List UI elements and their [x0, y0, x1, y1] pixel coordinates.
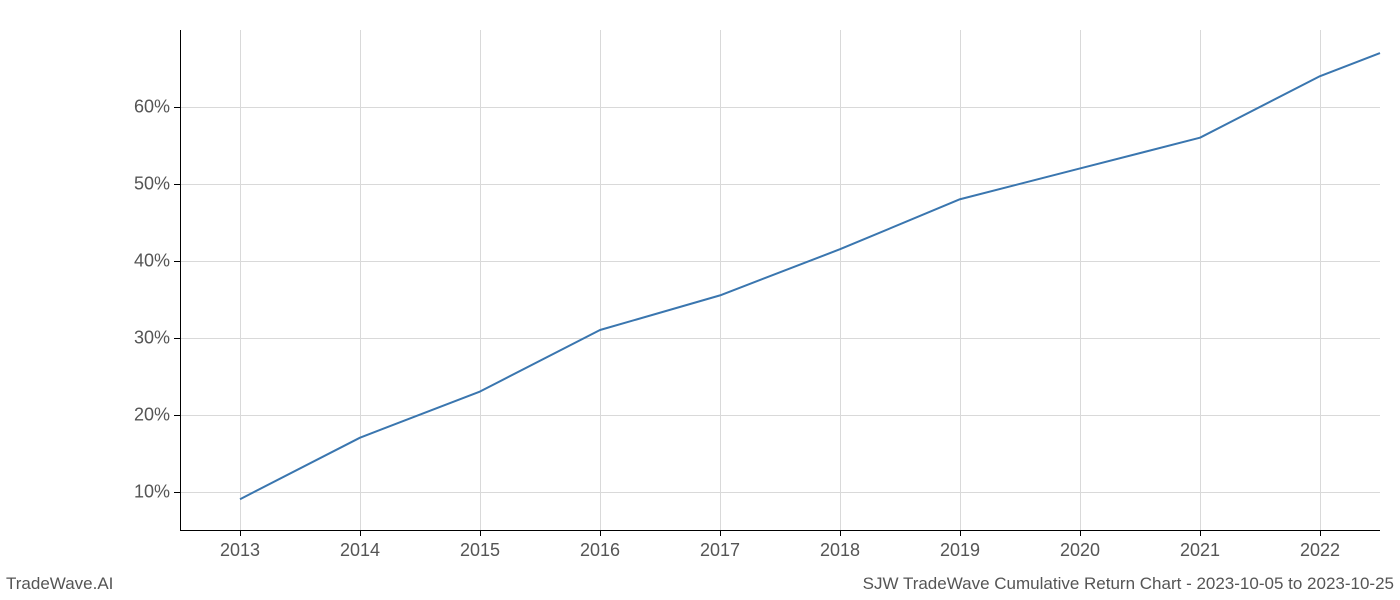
x-tick-label: 2019	[940, 540, 980, 561]
y-tick-label: 10%	[120, 481, 170, 502]
y-tick-label: 20%	[120, 404, 170, 425]
x-tick-label: 2022	[1300, 540, 1340, 561]
y-tick-label: 40%	[120, 250, 170, 271]
x-tick-label: 2017	[700, 540, 740, 561]
series-svg	[180, 30, 1380, 530]
x-tick-label: 2015	[460, 540, 500, 561]
series-line	[240, 53, 1380, 499]
plot-area: 2013201420152016201720182019202020212022…	[180, 30, 1380, 530]
x-tick-label: 2016	[580, 540, 620, 561]
y-tick-label: 60%	[120, 96, 170, 117]
y-tick-label: 50%	[120, 173, 170, 194]
x-tick-label: 2021	[1180, 540, 1220, 561]
x-axis-line	[180, 530, 1380, 531]
footer-left-text: TradeWave.AI	[6, 574, 113, 594]
footer-right-text: SJW TradeWave Cumulative Return Chart - …	[863, 574, 1394, 594]
x-tick-label: 2020	[1060, 540, 1100, 561]
x-tick-label: 2014	[340, 540, 380, 561]
chart-container: 2013 2014 2015 2016 2017 2018 2019 2020 2021 2022…	[0, 0, 1400, 600]
y-tick-label: 30%	[120, 327, 170, 348]
x-tick-label: 2018	[820, 540, 860, 561]
x-tick-label: 2013	[220, 540, 260, 561]
